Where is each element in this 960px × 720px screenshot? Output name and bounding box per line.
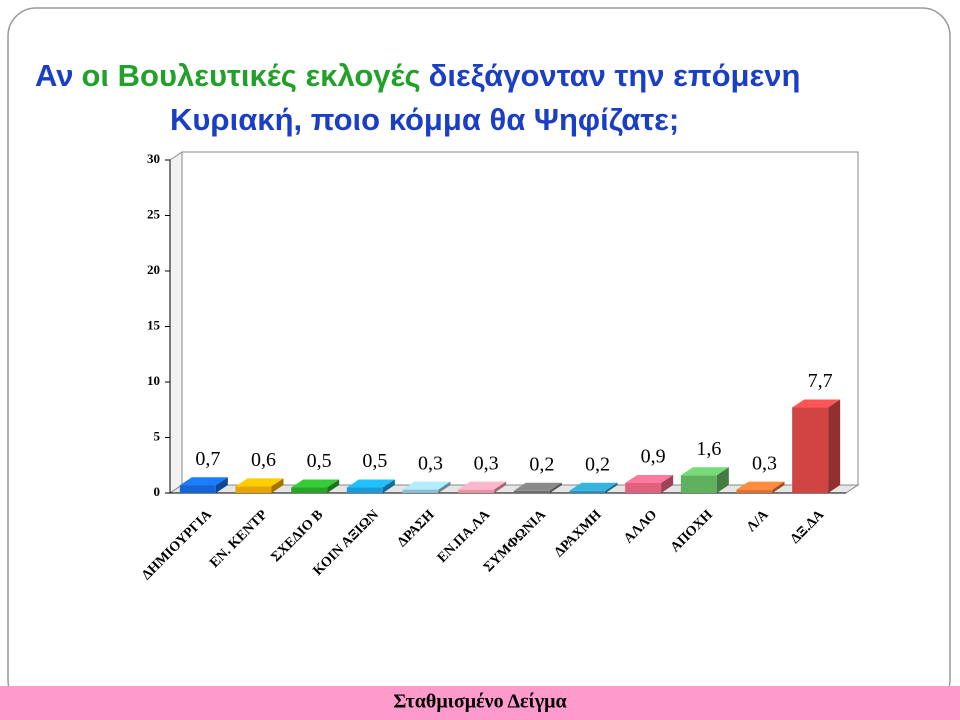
bar-top: [235, 478, 284, 487]
bar: [402, 481, 451, 493]
bar-front: [458, 489, 495, 493]
bar: [625, 475, 674, 493]
y-tick-label: 0: [154, 484, 161, 499]
footer-band: [0, 686, 960, 720]
value-label: 0,5: [362, 450, 387, 472]
value-label: 0,5: [307, 450, 332, 472]
y-tick-label: 30: [147, 151, 160, 166]
value-label: 0,6: [251, 449, 276, 471]
bar: [235, 478, 284, 493]
bar-front: [680, 475, 717, 493]
value-label: 0,3: [752, 452, 777, 474]
bar: [458, 481, 507, 493]
bar-side: [438, 481, 451, 493]
bar-top: [513, 482, 562, 491]
bar-top: [458, 481, 507, 490]
bar-front: [625, 483, 662, 493]
bar-top: [569, 482, 618, 491]
bar-front: [792, 407, 829, 493]
title-segment: οι Βουλευτικές εκλογές: [81, 58, 420, 93]
title-line: Κυριακή, ποιο κόμμα θα Ψηφίζατε;: [170, 102, 679, 137]
bar: [346, 479, 395, 493]
bar-side: [271, 478, 284, 493]
y-tick-label: 15: [147, 317, 161, 332]
bar-side: [772, 481, 785, 493]
bar-front: [402, 489, 439, 493]
y-tick-label: 5: [154, 428, 161, 443]
y-tick-label: 10: [147, 373, 160, 388]
bar-top: [625, 475, 674, 484]
bar-front: [569, 490, 606, 493]
bar-front: [736, 489, 773, 493]
bar-front: [291, 487, 328, 493]
bar: [792, 399, 841, 493]
value-label: 7,7: [808, 370, 833, 392]
bar-top: [346, 479, 395, 488]
bar-top: [291, 479, 340, 488]
bar-front: [346, 487, 383, 493]
bar-side: [828, 399, 841, 493]
back-wall: [181, 151, 859, 486]
bar-side: [549, 482, 562, 493]
footer: Σταθμισμένο Δείγμα: [393, 691, 566, 713]
value-label: 0,3: [474, 452, 499, 474]
bar-top: [792, 399, 841, 408]
bar: [569, 482, 618, 493]
bar: [680, 467, 729, 493]
bar: [291, 479, 340, 493]
bar-side: [327, 479, 340, 493]
bar: [513, 482, 562, 493]
bar: [179, 477, 228, 493]
side-wall: [169, 151, 183, 494]
bar-front: [179, 485, 216, 493]
title-segment: διεξάγονταν την επόμενη: [429, 58, 801, 93]
y-tick-label: 20: [147, 262, 160, 277]
title-segment: Κυριακή, ποιο κόμμα θα Ψηφίζατε;: [170, 102, 679, 137]
title-segment: Αν: [35, 58, 73, 93]
title: Αν οι Βουλευτικές εκλογές διεξάγονταν την …: [35, 58, 800, 137]
bar-top: [402, 481, 451, 490]
bar-top: [680, 467, 729, 476]
bar: [736, 481, 785, 493]
value-label: 0,2: [529, 453, 554, 475]
value-label: 0,7: [195, 448, 220, 470]
bar-front: [235, 486, 272, 493]
bar-top: [736, 481, 785, 490]
title-line: Αν οι Βουλευτικές εκλογές διεξάγονταν την …: [35, 58, 800, 93]
bar-side: [494, 481, 507, 493]
bar-side: [605, 482, 618, 493]
bar-side: [382, 479, 395, 493]
value-label: 1,6: [696, 438, 721, 460]
value-label: 0,2: [585, 453, 610, 475]
value-label: 0,3: [418, 452, 443, 474]
y-tick-label: 25: [147, 206, 161, 221]
value-label: 0,9: [641, 446, 666, 468]
bar-front: [513, 490, 550, 493]
bar-side: [661, 475, 674, 493]
bar-side: [215, 477, 228, 493]
bar-side: [716, 467, 729, 493]
bar-top: [179, 477, 228, 486]
